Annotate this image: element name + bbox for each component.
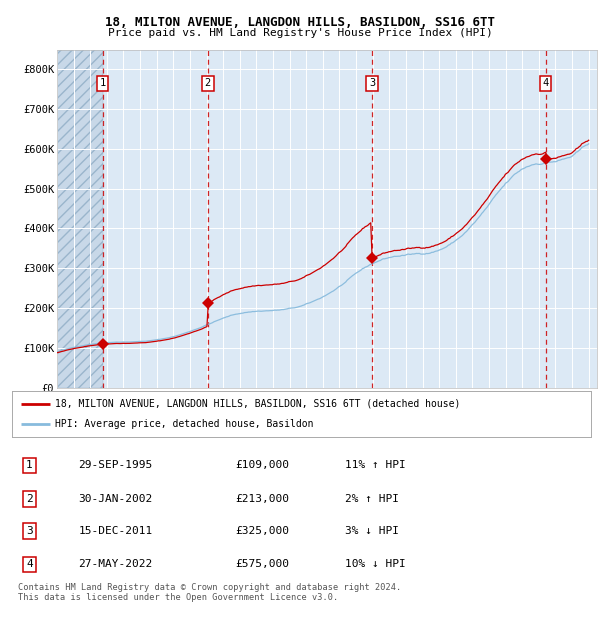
Text: 15-DEC-2011: 15-DEC-2011 (79, 526, 153, 536)
Text: 18, MILTON AVENUE, LANGDON HILLS, BASILDON, SS16 6TT: 18, MILTON AVENUE, LANGDON HILLS, BASILD… (105, 16, 495, 29)
Text: 11% ↑ HPI: 11% ↑ HPI (345, 460, 406, 471)
Text: 4: 4 (542, 78, 549, 89)
Text: £325,000: £325,000 (235, 526, 289, 536)
Text: £575,000: £575,000 (235, 559, 289, 569)
Text: 3: 3 (369, 78, 375, 89)
Text: Price paid vs. HM Land Registry's House Price Index (HPI): Price paid vs. HM Land Registry's House … (107, 28, 493, 38)
Text: Contains HM Land Registry data © Crown copyright and database right 2024.
This d: Contains HM Land Registry data © Crown c… (18, 583, 401, 602)
Text: 18, MILTON AVENUE, LANGDON HILLS, BASILDON, SS16 6TT (detached house): 18, MILTON AVENUE, LANGDON HILLS, BASILD… (55, 399, 461, 409)
Text: 29-SEP-1995: 29-SEP-1995 (79, 460, 153, 471)
Text: HPI: Average price, detached house, Basildon: HPI: Average price, detached house, Basi… (55, 419, 314, 429)
Text: 30-JAN-2002: 30-JAN-2002 (79, 494, 153, 504)
Bar (57, 50, 103, 388)
Text: £109,000: £109,000 (235, 460, 289, 471)
Text: £213,000: £213,000 (235, 494, 289, 504)
Text: 2: 2 (26, 494, 33, 504)
Text: 10% ↓ HPI: 10% ↓ HPI (345, 559, 406, 569)
Text: 3: 3 (26, 526, 33, 536)
Bar (57, 50, 103, 388)
Text: 1: 1 (100, 78, 106, 89)
Text: 1: 1 (26, 460, 33, 471)
Text: 3% ↓ HPI: 3% ↓ HPI (345, 526, 399, 536)
Text: 27-MAY-2022: 27-MAY-2022 (79, 559, 153, 569)
Text: 2% ↑ HPI: 2% ↑ HPI (345, 494, 399, 504)
Text: 2: 2 (205, 78, 211, 89)
Text: 4: 4 (26, 559, 33, 569)
